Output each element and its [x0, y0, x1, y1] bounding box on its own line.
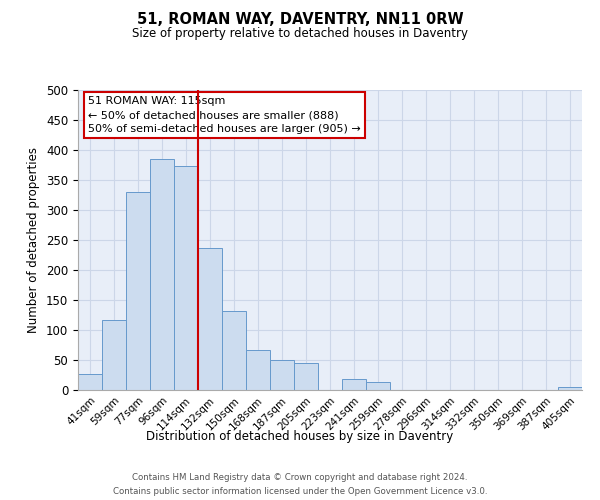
Bar: [150, 159, 174, 390]
Bar: [174, 166, 198, 390]
Text: 51, ROMAN WAY, DAVENTRY, NN11 0RW: 51, ROMAN WAY, DAVENTRY, NN11 0RW: [137, 12, 463, 28]
Bar: [342, 379, 366, 390]
Bar: [198, 248, 222, 390]
Text: Contains public sector information licensed under the Open Government Licence v3: Contains public sector information licen…: [113, 488, 487, 496]
Y-axis label: Number of detached properties: Number of detached properties: [28, 147, 40, 333]
Bar: [222, 311, 246, 390]
Bar: [78, 374, 102, 390]
Bar: [294, 363, 318, 390]
Bar: [126, 192, 150, 390]
Text: Size of property relative to detached houses in Daventry: Size of property relative to detached ho…: [132, 28, 468, 40]
Text: 51 ROMAN WAY: 115sqm
← 50% of detached houses are smaller (888)
50% of semi-deta: 51 ROMAN WAY: 115sqm ← 50% of detached h…: [88, 96, 361, 134]
Text: Distribution of detached houses by size in Daventry: Distribution of detached houses by size …: [146, 430, 454, 443]
Bar: [102, 320, 126, 390]
Text: Contains HM Land Registry data © Crown copyright and database right 2024.: Contains HM Land Registry data © Crown c…: [132, 472, 468, 482]
Bar: [246, 350, 270, 390]
Bar: [366, 382, 390, 390]
Bar: [270, 360, 294, 390]
Bar: [558, 387, 582, 390]
